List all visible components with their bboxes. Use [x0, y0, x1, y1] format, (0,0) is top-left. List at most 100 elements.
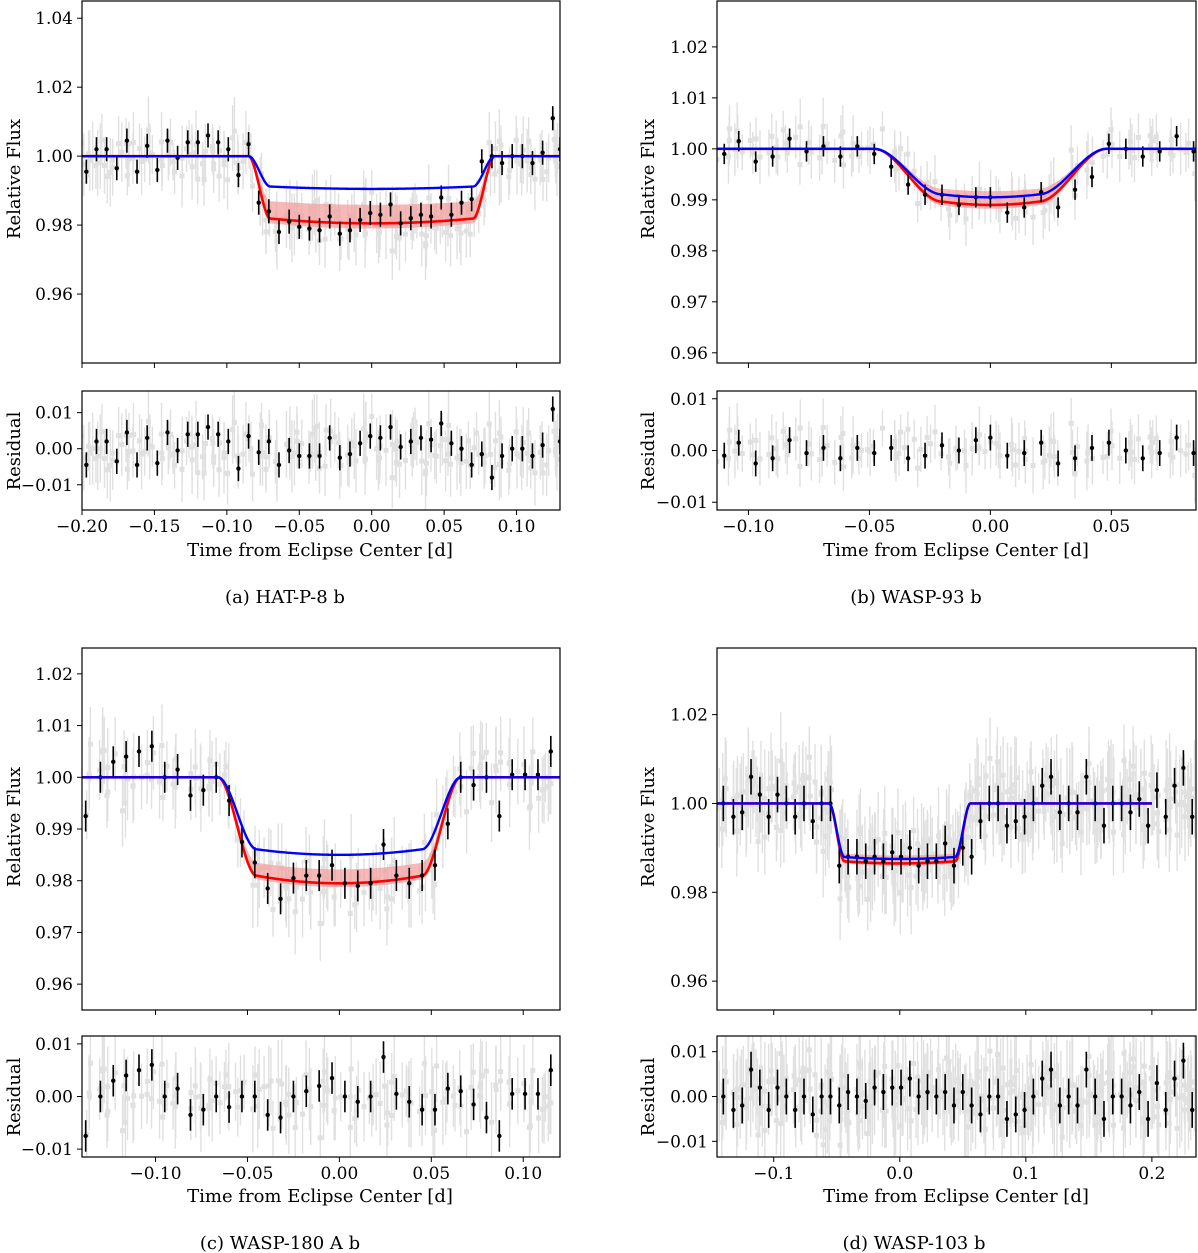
- raw-residual-point: [338, 1094, 344, 1100]
- raw-residual-point: [149, 444, 155, 450]
- raw-point: [99, 137, 105, 143]
- raw-residual-point: [149, 1096, 155, 1102]
- raw-residual-point: [1064, 1088, 1070, 1094]
- binned-point: [459, 200, 464, 205]
- raw-residual-point: [313, 451, 319, 457]
- raw-residual-point: [458, 460, 464, 466]
- raw-residual-point: [506, 467, 512, 473]
- raw-residual-point: [426, 421, 432, 427]
- raw-residual-point: [482, 453, 488, 459]
- raw-residual-point: [806, 441, 812, 447]
- raw-point: [1051, 778, 1057, 784]
- raw-point: [963, 826, 969, 832]
- raw-point: [1124, 794, 1130, 800]
- raw-residual-point: [370, 1092, 376, 1098]
- raw-residual-point: [1183, 451, 1189, 457]
- raw-point: [1167, 150, 1173, 156]
- residual-point: [898, 1085, 904, 1090]
- raw-point: [838, 133, 844, 139]
- raw-residual-point: [782, 442, 788, 448]
- raw-residual-point: [217, 1100, 223, 1106]
- raw-residual-point: [286, 1112, 292, 1118]
- raw-residual-point: [812, 1072, 818, 1078]
- binned-point: [535, 772, 541, 777]
- raw-residual-point: [778, 1121, 784, 1127]
- raw-residual-point: [552, 448, 558, 454]
- raw-point: [1104, 152, 1110, 158]
- raw-residual-point: [540, 470, 546, 476]
- raw-point: [775, 154, 781, 160]
- binned-point: [1154, 787, 1160, 793]
- raw-residual-point: [100, 1066, 106, 1072]
- raw-residual-point: [1156, 1122, 1162, 1128]
- raw-point: [119, 149, 125, 155]
- binned-point: [766, 814, 771, 819]
- raw-residual-point: [434, 1063, 440, 1069]
- raw-residual-point: [389, 1113, 395, 1119]
- raw-residual-point: [893, 455, 899, 461]
- raw-residual-point: [369, 1107, 375, 1113]
- binned-point: [969, 854, 974, 859]
- raw-point: [806, 139, 812, 145]
- panel-c-binned-points: [83, 730, 554, 915]
- raw-residual-point: [1009, 447, 1015, 453]
- raw-point: [206, 783, 212, 789]
- raw-point: [953, 843, 959, 849]
- raw-point: [824, 141, 830, 147]
- raw-point: [101, 163, 107, 169]
- raw-residual-point: [799, 1104, 805, 1110]
- raw-residual-point: [507, 461, 513, 467]
- raw-point: [1150, 138, 1156, 144]
- residual-point: [291, 1094, 296, 1099]
- binned-point: [307, 226, 312, 231]
- raw-point: [250, 882, 256, 888]
- raw-point: [1127, 138, 1133, 144]
- raw-residual-point: [982, 1126, 988, 1132]
- raw-point: [1156, 829, 1162, 835]
- raw-residual-point: [1164, 1073, 1170, 1079]
- raw-residual-point: [824, 1103, 830, 1109]
- raw-point: [895, 830, 901, 836]
- residual-point: [439, 421, 444, 426]
- raw-residual-point: [946, 454, 952, 460]
- raw-residual-point: [493, 1082, 499, 1088]
- raw-residual-point: [1099, 1086, 1105, 1092]
- raw-residual-point: [450, 1093, 456, 1099]
- raw-point: [270, 907, 276, 913]
- raw-residual-point: [1070, 1082, 1076, 1088]
- raw-point: [822, 806, 828, 812]
- raw-point: [443, 229, 449, 235]
- raw-residual-point: [892, 1094, 898, 1100]
- xtick-label: 0.05: [1092, 517, 1130, 537]
- raw-point: [423, 240, 429, 246]
- raw-residual-point: [1058, 1098, 1064, 1104]
- raw-point: [973, 817, 979, 823]
- raw-residual-point: [464, 1129, 470, 1135]
- raw-point: [464, 809, 470, 815]
- raw-residual-point: [1041, 1102, 1047, 1108]
- raw-residual-point: [935, 1100, 941, 1106]
- raw-residual-point: [1042, 458, 1048, 464]
- raw-point: [1174, 832, 1180, 838]
- residual-ytick-label: 0.01: [670, 1043, 708, 1063]
- raw-point: [353, 232, 359, 238]
- raw-residual-point: [237, 1087, 243, 1093]
- raw-point: [896, 165, 902, 171]
- raw-residual-point: [1133, 1085, 1139, 1091]
- binned-point: [355, 883, 360, 889]
- panel-d-plot-area: [717, 712, 1196, 940]
- raw-residual-point: [311, 425, 317, 431]
- raw-residual-point: [798, 1107, 804, 1113]
- binned-point: [111, 759, 116, 764]
- binned-point: [418, 212, 424, 217]
- raw-point: [1000, 772, 1006, 778]
- xtick-label: 0.05: [412, 1164, 450, 1184]
- residual-point: [916, 1094, 921, 1099]
- raw-point: [726, 138, 732, 144]
- raw-residual-point: [263, 454, 269, 460]
- raw-residual-point: [252, 1072, 258, 1078]
- ytick-label: 0.98: [35, 216, 73, 236]
- raw-point: [1005, 789, 1011, 795]
- raw-point: [1025, 812, 1031, 818]
- binned-point: [236, 172, 241, 178]
